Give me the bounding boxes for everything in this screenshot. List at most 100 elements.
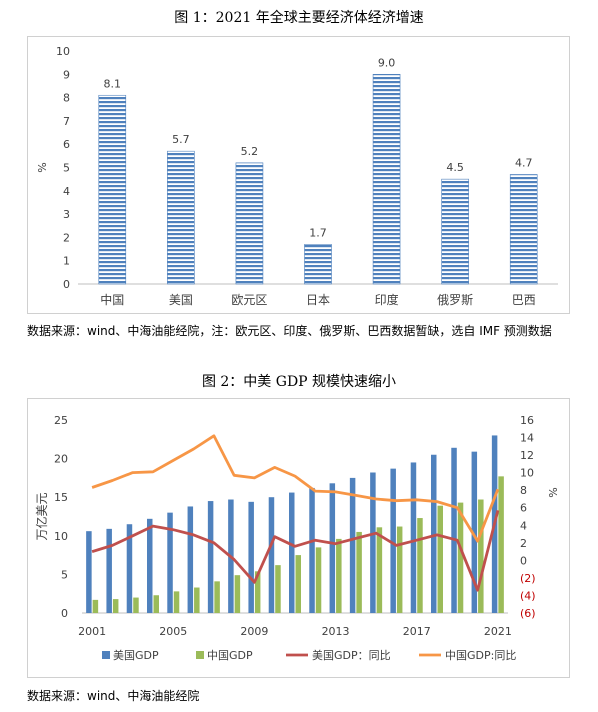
cn-gdp-bar-2006 — [194, 587, 200, 613]
bar-5 — [372, 73, 401, 285]
legend-label: 中国GDP — [207, 649, 253, 662]
data-label: 5.7 — [172, 133, 190, 146]
right-tick-label: 14 — [520, 432, 534, 445]
left-tick-label: 15 — [54, 491, 68, 504]
data-label: 4.7 — [515, 156, 533, 169]
right-tick-label: (4) — [520, 589, 536, 602]
us-gdp-bar-2007 — [207, 501, 214, 613]
right-tick-label: (2) — [520, 572, 536, 585]
x-tick-label: 2009 — [240, 625, 268, 638]
us-gdp-bar-2003 — [126, 524, 133, 613]
us-gdp-bar-2001 — [86, 531, 92, 613]
right-tick-label: 2 — [520, 537, 527, 550]
left-tick-label: 25 — [54, 414, 68, 427]
y-tick-label: 7 — [63, 115, 70, 128]
data-label: 4.5 — [446, 161, 464, 174]
us-gdp-yoy-line — [91, 510, 500, 592]
us-gdp-bar-2004 — [147, 518, 153, 613]
right-tick-label: 10 — [520, 467, 534, 480]
cn-gdp-bar-2016 — [396, 526, 403, 613]
cn-gdp-bar-2009 — [254, 571, 261, 613]
cn-gdp-yoy-line — [91, 434, 500, 543]
right-tick-label: 12 — [520, 449, 534, 462]
left-tick-label: 20 — [54, 453, 68, 466]
bar-3 — [235, 162, 264, 285]
us-gdp-bar-2017 — [410, 462, 417, 613]
cn-gdp-bar-2010 — [275, 565, 281, 613]
us-gdp-bar-2015 — [370, 472, 376, 613]
data-label: 9.0 — [378, 56, 396, 69]
y-tick-label: 5 — [63, 162, 70, 175]
cn-gdp-bar-2008 — [234, 575, 241, 613]
us-gdp-bar-2010 — [268, 497, 275, 613]
fig2-source: 数据来源：wind、中海油能经院 — [27, 689, 200, 703]
right-tick-label: 4 — [520, 519, 527, 532]
legend-swatch — [196, 651, 204, 659]
y-tick-label: 9 — [63, 68, 70, 81]
x-tick-label: 2005 — [159, 625, 187, 638]
right-tick-label: 0 — [520, 554, 527, 567]
us-gdp-bar-2014 — [349, 477, 356, 613]
y-tick-label: 0 — [63, 278, 70, 291]
bar-1 — [98, 94, 127, 285]
cn-gdp-bar-2002 — [112, 599, 119, 613]
cn-gdp-bar-2003 — [133, 597, 139, 613]
x-tick-label: 日本 — [306, 293, 330, 307]
us-gdp-bar-2013 — [329, 483, 336, 613]
legend-label: 美国GDP：同比 — [312, 649, 391, 662]
data-label: 8.1 — [104, 77, 122, 90]
us-gdp-bar-2006 — [187, 506, 194, 613]
cn-gdp-bar-2011 — [295, 555, 301, 613]
cn-gdp-bar-2001 — [92, 599, 99, 613]
bar-6 — [441, 178, 469, 285]
y-tick-label: 8 — [63, 92, 70, 105]
us-gdp-bar-2016 — [390, 468, 396, 613]
cn-gdp-bar-2007 — [214, 581, 220, 613]
fig1-chart: 0 1 2 3 4 5 6 7 8 9 10% 8.1 中国 5.7 美国 5.2 欧元区 1.7 日本 9.0 印度… — [36, 45, 558, 307]
cn-gdp-bar-2018 — [437, 505, 443, 613]
legend-label: 中国GDP:同比 — [445, 649, 516, 662]
x-tick-label: 印度 — [375, 292, 399, 307]
right-axis-label: % — [546, 487, 559, 497]
x-tick-label: 巴西 — [512, 293, 536, 307]
us-gdp-bar-2011 — [289, 492, 295, 613]
cn-gdp-bar-2020 — [478, 499, 484, 613]
us-gdp-bar-2009 — [248, 501, 254, 613]
y-axis-label: % — [36, 162, 49, 172]
right-tick-label: 16 — [520, 414, 534, 427]
us-gdp-bar-2012 — [309, 487, 315, 613]
legend-label: 美国GDP — [113, 649, 159, 662]
x-tick-label: 2013 — [322, 625, 350, 638]
y-tick-label: 10 — [56, 45, 70, 58]
cn-gdp-bar-2005 — [173, 591, 180, 613]
bar-4 — [304, 244, 332, 285]
us-gdp-bar-2002 — [106, 528, 112, 613]
fig2-title: 图 2：中美 GDP 规模快速缩小 — [201, 374, 397, 390]
cn-gdp-bar-2004 — [153, 595, 159, 613]
us-gdp-bar-2019 — [451, 447, 457, 613]
legend-swatch — [102, 651, 110, 659]
x-tick-label: 俄罗斯 — [437, 293, 473, 307]
y-tick-label: 2 — [63, 231, 70, 244]
right-tick-label: 6 — [520, 502, 527, 515]
data-label: 1.7 — [309, 226, 327, 239]
fig2-chart: 0510152025万亿美元1614121086420(2)(4)(6)%200… — [34, 414, 559, 662]
x-tick-label: 中国 — [100, 292, 124, 307]
x-tick-label: 2017 — [403, 625, 431, 638]
cn-gdp-bar-2015 — [376, 527, 383, 613]
fig2-chart-area: 0 5 10 15 20 25 万亿美元 16 14 12 10 8 6 4 2 0 (2) (4) (6)% 200… — [27, 398, 570, 678]
left-tick-label: 10 — [54, 530, 68, 543]
right-tick-label: (6) — [520, 607, 536, 620]
bar-7 — [509, 174, 538, 285]
us-gdp-bar-2018 — [431, 454, 437, 613]
fig1-chart-area: 0 1 2 3 4 5 6 7 8 9 10% 8.1 中国 5.7 美国 5.2 欧元区 1.7 日本 9.0 印度… — [27, 36, 570, 314]
cn-gdp-bar-2017 — [417, 518, 423, 613]
x-tick-label: 2021 — [484, 625, 512, 638]
fig1-source: 数据来源：wind、中海油能经院，注：欧元区、印度、俄罗斯、巴西数据暂缺，选自 … — [27, 324, 552, 338]
cn-gdp-bar-2014 — [356, 531, 362, 613]
us-gdp-bar-2020 — [471, 451, 478, 613]
us-gdp-bar-2005 — [167, 512, 173, 613]
cn-gdp-bar-2013 — [336, 538, 342, 613]
x-tick-label: 欧元区 — [231, 293, 267, 307]
left-axis-label: 万亿美元 — [34, 492, 49, 540]
